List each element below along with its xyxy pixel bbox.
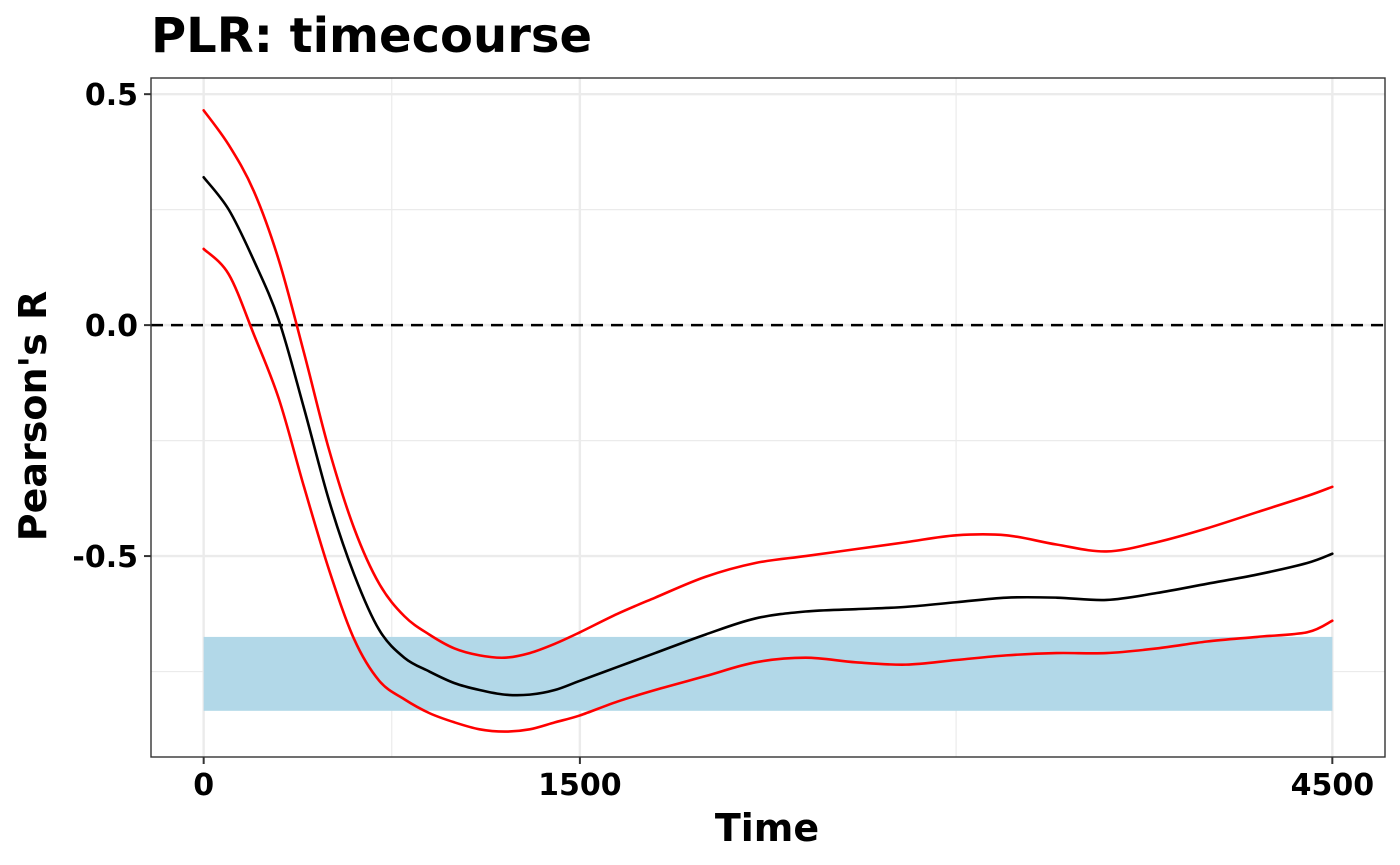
panel-border	[150, 77, 1386, 758]
chart-title: PLR: timecourse	[151, 8, 592, 64]
x-tick-label: 1500	[538, 768, 622, 803]
y-tick-label: -0.5	[72, 540, 138, 575]
y-axis-title: Pearson's R	[11, 291, 55, 542]
series-line-upper-bound	[202, 109, 1334, 660]
x-axis-title: Time	[715, 806, 819, 850]
series-layer	[202, 109, 1334, 733]
y-tick-label: 0.5	[85, 78, 138, 113]
series-line-mean	[202, 176, 1334, 697]
y-tick-label: 0.0	[85, 309, 138, 344]
axis-layer: 0.5 0.0 -0.5 0 1500 4500	[72, 78, 1374, 803]
series-line-lower-bound	[202, 247, 1334, 733]
x-tick-label: 0	[193, 768, 214, 803]
x-tick-label: 4500	[1291, 768, 1375, 803]
